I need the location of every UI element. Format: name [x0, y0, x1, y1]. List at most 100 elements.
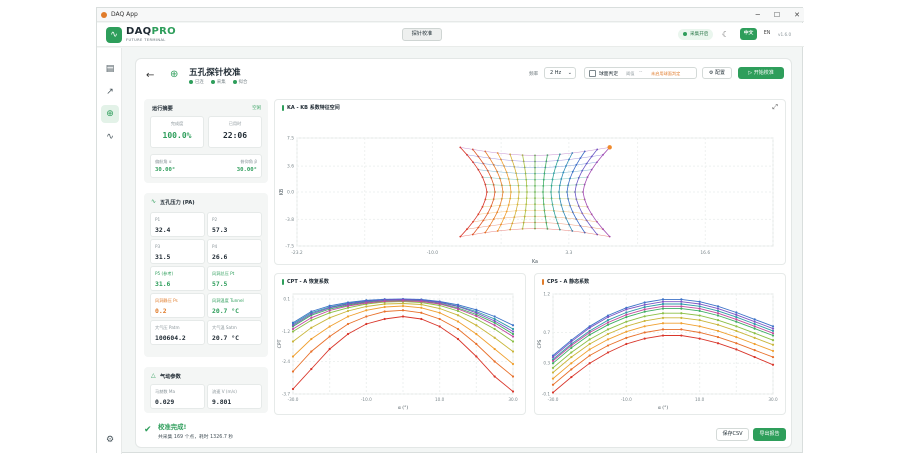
atm-temp-value: 20.7 °C	[212, 334, 239, 342]
grid-row-line	[473, 216, 597, 223]
data-point	[771, 343, 775, 346]
config-button[interactable]: ⚙ 配置	[702, 67, 732, 79]
data-point	[625, 325, 628, 328]
x-tick-label: -10.0	[361, 397, 372, 402]
data-point	[328, 347, 331, 351]
x-tick-label: 10.0	[435, 397, 445, 402]
cpt-plot: CPT - A 恢复系数 -30.0 -10.0 10.0 30.0 0.1 -1.2 -2…	[274, 273, 526, 415]
p5-cell: P5 (参考) 31.6	[150, 266, 205, 291]
data-point	[771, 355, 775, 359]
brand-name: DAQPRO	[126, 26, 176, 37]
data-point	[493, 317, 496, 321]
y-axis-label: CPT	[277, 339, 283, 348]
data-point	[625, 315, 628, 319]
p1-value: 32.4	[155, 226, 171, 234]
lang-zh-button[interactable]: 中文	[740, 28, 757, 40]
nav-target-icon[interactable]: ⊕	[101, 105, 119, 123]
data-point	[606, 321, 610, 324]
data-point	[680, 298, 683, 301]
nav-curve-icon[interactable]: ∿	[106, 132, 114, 142]
probe-calibration-button[interactable]: 探针校准	[402, 28, 442, 41]
y-tick-label: -3.8	[285, 217, 294, 223]
data-point	[680, 307, 683, 310]
y-axis-label: KB	[279, 189, 285, 195]
title-accent-bar	[282, 104, 284, 111]
data-point	[583, 198, 586, 201]
data-point	[438, 317, 441, 321]
data-point	[716, 314, 720, 317]
data-point	[596, 161, 598, 164]
settings-gear-icon[interactable]: ⚙	[105, 435, 115, 445]
data-point	[475, 332, 478, 336]
data-point	[716, 309, 720, 313]
data-point	[310, 367, 313, 371]
close-button[interactable]: ✕	[794, 11, 800, 19]
theme-toggle-moon-icon[interactable]: ☾	[722, 30, 730, 39]
data-point	[420, 306, 423, 309]
data-point	[438, 325, 441, 328]
p4-cell: P4 26.6	[207, 239, 262, 264]
minimize-button[interactable]: ─	[755, 11, 760, 19]
data-point	[456, 309, 460, 313]
data-point	[365, 301, 368, 305]
data-point	[383, 317, 386, 321]
maximize-button[interactable]: ☐	[773, 11, 781, 19]
data-point	[716, 305, 720, 308]
data-point	[475, 342, 478, 346]
back-arrow-icon[interactable]: ←	[146, 70, 155, 81]
data-point	[661, 298, 665, 301]
data-point	[588, 362, 591, 365]
export-report-button[interactable]: 导出报告	[753, 428, 786, 441]
ka-kb-chart: -23.2 -10.0 3.3 16.6 7.5 3.6 0.0 -3.8 -7.5 Ka KB	[279, 136, 774, 265]
grid-row-line	[482, 203, 588, 208]
pitch-value: 30.00°	[236, 167, 257, 173]
data-point	[698, 302, 701, 306]
data-point	[643, 337, 646, 340]
data-point	[420, 317, 423, 321]
ball-check-checkbox[interactable]	[589, 70, 596, 77]
data-point	[511, 375, 515, 378]
data-point	[753, 322, 756, 326]
data-point	[583, 183, 586, 186]
lang-en-button[interactable]: EN	[763, 31, 771, 36]
data-point	[401, 302, 405, 305]
data-point	[310, 319, 313, 322]
data-point	[456, 303, 460, 306]
start-calibration-button[interactable]: ▷ 开始校准	[738, 67, 784, 79]
p5-label: P5 (参考)	[155, 271, 174, 276]
frequency-select[interactable]: 2 Hz ⌄	[544, 67, 576, 79]
data-point	[383, 305, 386, 309]
data-point	[493, 319, 496, 323]
data-point	[625, 336, 628, 339]
highlight-point	[607, 145, 612, 150]
nav-trend-icon[interactable]: ↗	[106, 87, 114, 97]
data-point	[698, 319, 701, 322]
data-point	[493, 324, 496, 327]
x-tick-label: 3.3	[565, 250, 572, 256]
nav-document-icon[interactable]: ▤	[105, 64, 115, 74]
cps-chart: -30.0 -10.0 10.0 30.0 1.2 0.7 0.3 -0.1 α (°) CPS	[537, 292, 778, 412]
data-point	[588, 331, 591, 334]
data-point	[551, 371, 555, 374]
data-point	[570, 368, 573, 371]
run-summary-panel: 运行摘要 空闲 完成度 100.0% 已用时 22:06 偏航角 α 30.00…	[144, 99, 268, 183]
data-point	[661, 307, 665, 310]
data-point	[680, 300, 683, 303]
data-point	[365, 305, 368, 308]
save-csv-button[interactable]: 保存CSV	[716, 428, 749, 441]
grid-row-line	[466, 154, 604, 162]
acquisition-status-badge: 采集开启	[678, 29, 714, 40]
title-accent-bar	[542, 278, 544, 285]
ball-check-label: 球面判定	[599, 72, 619, 77]
data-point	[570, 344, 573, 347]
ball-check-group: 球面判定 阈值 -- 未启用球面判定	[584, 67, 697, 79]
data-point	[310, 337, 313, 341]
expand-icon[interactable]: ⤢	[772, 103, 778, 111]
data-point	[570, 375, 573, 379]
data-point	[661, 300, 665, 303]
data-point	[511, 350, 515, 353]
cpt-title: CPT - A 恢复系数	[282, 278, 329, 285]
data-point	[438, 311, 441, 314]
data-point	[328, 335, 331, 338]
data-point	[735, 325, 738, 328]
